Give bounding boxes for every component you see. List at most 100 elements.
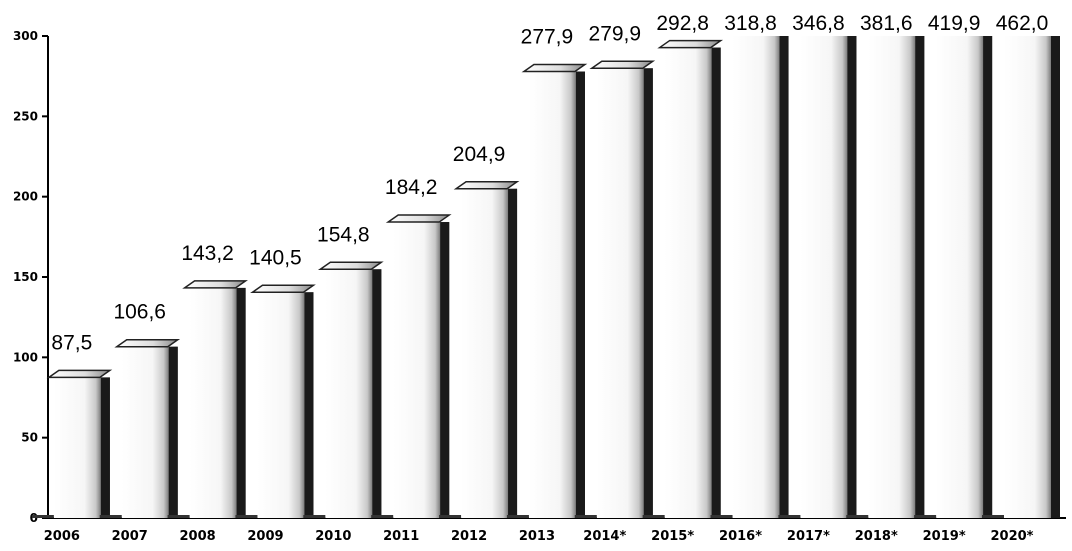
- bar-floor-shadow: [31, 515, 54, 518]
- x-tick-label: 2007: [112, 529, 148, 544]
- bar-edge: [779, 36, 789, 518]
- y-tick-label: 200: [13, 190, 38, 204]
- bar: [371, 214, 452, 518]
- bar-edge: [236, 287, 246, 518]
- data-label: 154,8: [317, 223, 370, 246]
- bar-floor-shadow: [371, 515, 394, 518]
- bar-top-cap: [657, 39, 724, 49]
- y-tick-label: 100: [13, 350, 38, 364]
- x-tick-label: 2020*: [991, 529, 1034, 544]
- bar-edge: [847, 36, 857, 518]
- bar-floor-shadow: [846, 515, 869, 518]
- bars: [31, 36, 1060, 519]
- bar-body: [800, 36, 857, 518]
- bar-edge: [983, 36, 993, 518]
- data-label: 204,9: [453, 143, 506, 166]
- bar: [167, 280, 248, 518]
- x-tick-label: 2010: [315, 529, 351, 544]
- bar: [710, 36, 789, 518]
- data-label: 106,6: [113, 301, 166, 324]
- bar: [303, 261, 384, 518]
- bar: [31, 369, 113, 518]
- data-label: 184,2: [385, 176, 438, 199]
- bar: [982, 36, 1060, 518]
- x-tick-label: 2018*: [855, 529, 898, 544]
- data-label: 381,6: [860, 12, 913, 35]
- bar-top-cap: [385, 214, 452, 223]
- x-tick-label: 2014*: [583, 529, 626, 544]
- bar-edge: [440, 222, 450, 518]
- data-label: 279,9: [589, 22, 642, 45]
- bar-body: [257, 292, 314, 518]
- bar-body: [121, 346, 178, 518]
- y-tick-label: 300: [13, 29, 38, 43]
- data-label: 346,8: [792, 12, 845, 35]
- data-label: 140,5: [249, 246, 302, 269]
- bar-body: [53, 377, 110, 518]
- bar-top-cap: [589, 60, 656, 70]
- bar-body: [528, 71, 585, 519]
- bar-edge: [508, 188, 518, 518]
- bar-top-cap: [250, 284, 316, 294]
- bar-floor-shadow: [710, 515, 733, 518]
- bar-floor-shadow: [914, 515, 937, 518]
- x-tick-label: 2019*: [923, 529, 966, 544]
- bar-top-cap: [453, 181, 520, 190]
- bar-floor-shadow: [99, 515, 122, 518]
- data-label: 462,0: [996, 12, 1049, 35]
- y-tick-label: 50: [21, 431, 38, 445]
- bar-body: [325, 269, 382, 518]
- bar-edge: [100, 377, 110, 518]
- bar: [574, 60, 656, 518]
- bar-edge: [304, 292, 314, 518]
- bar: [846, 36, 925, 518]
- bar: [506, 63, 588, 519]
- bar-floor-shadow: [235, 515, 258, 518]
- bar-body: [664, 47, 721, 519]
- bar: [642, 39, 724, 519]
- bar-top-cap: [521, 63, 588, 73]
- bar-body: [461, 188, 518, 518]
- bar: [778, 36, 857, 518]
- y-tick-label: 150: [13, 270, 38, 284]
- bar-body: [868, 36, 925, 518]
- bar-floor-shadow: [574, 515, 597, 518]
- x-tick-label: 2008: [180, 529, 216, 544]
- bar-body: [936, 36, 993, 518]
- x-tick-label: 2006: [44, 529, 80, 544]
- x-tick-label: 2011: [383, 529, 419, 544]
- bar-floor-shadow: [167, 515, 190, 518]
- bar: [914, 36, 993, 518]
- bar-floor-shadow: [642, 515, 665, 518]
- data-label: 87,5: [51, 331, 92, 354]
- x-tick-label: 2009: [247, 529, 283, 544]
- bar: [235, 284, 316, 518]
- data-label: 419,9: [928, 12, 981, 35]
- bar-edge: [168, 346, 178, 518]
- bar-body: [393, 222, 450, 518]
- x-tick-label: 2016*: [719, 529, 762, 544]
- bar-floor-shadow: [778, 515, 801, 518]
- bar-top-cap: [46, 369, 113, 379]
- bar-top-cap: [114, 338, 181, 348]
- bar-edge: [372, 269, 382, 518]
- bar-top-cap: [317, 261, 384, 271]
- bar-edge: [643, 68, 653, 518]
- bar-body: [732, 36, 789, 518]
- x-tick-label: 2013: [519, 529, 555, 544]
- bar-body: [189, 287, 246, 518]
- bar-edge: [575, 71, 585, 519]
- y-tick-label: 250: [13, 109, 38, 123]
- data-label: 318,8: [724, 12, 777, 35]
- x-tick-label: 2015*: [651, 529, 694, 544]
- bar-floor-shadow: [506, 515, 529, 518]
- bar-edge: [915, 36, 925, 518]
- data-label: 292,8: [656, 12, 709, 35]
- x-tick-label: 2017*: [787, 529, 830, 544]
- bar: [99, 338, 181, 518]
- bar-edge: [711, 47, 721, 519]
- x-axis-labels: 2006 2007 2008 2009 2010 2011 2012 2013 2014* 201…: [44, 529, 1034, 544]
- data-label: 277,9: [521, 26, 574, 49]
- data-labels: 87,5 106,6 143,2 140,5 154,8 184,2 204,9 277,9 2…: [51, 12, 1048, 354]
